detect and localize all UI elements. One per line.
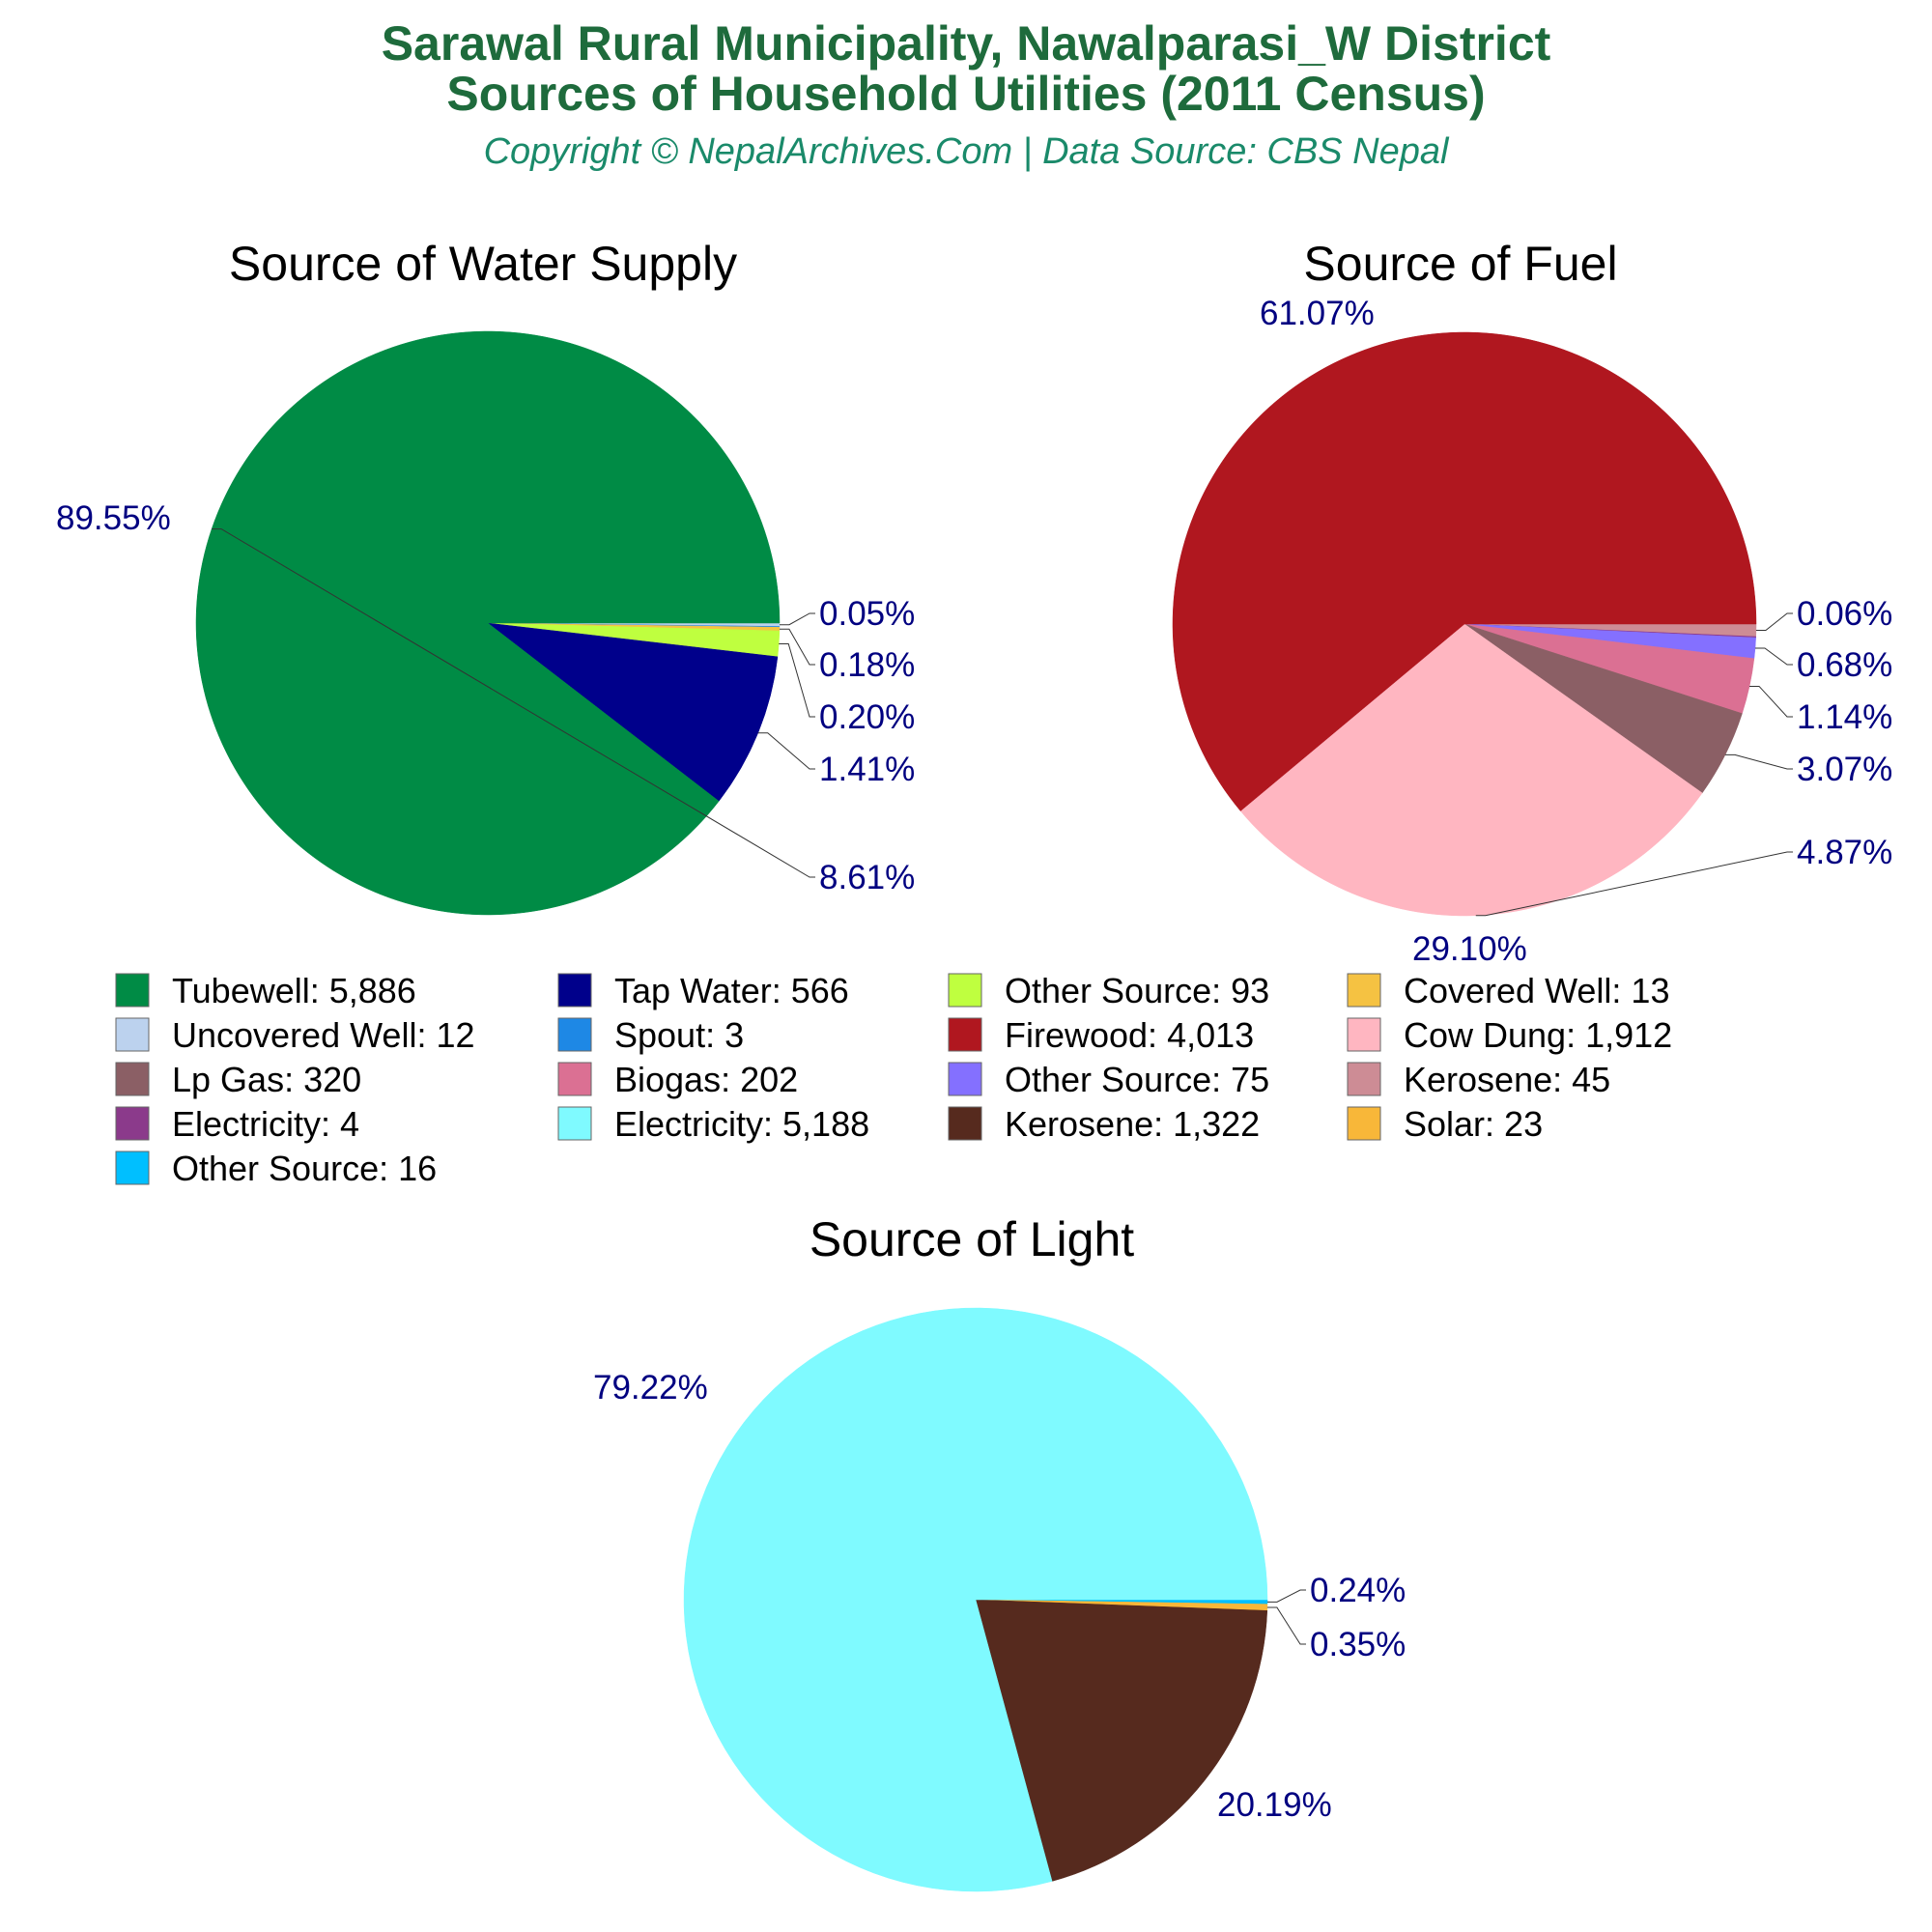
- leader-line: [1724, 753, 1793, 770]
- leader-line: [1755, 612, 1793, 631]
- chart-title: Source of Water Supply: [229, 237, 737, 291]
- pie-chart-2: Source of Fuel 0.06% 0.68% 1.14% 3.07% 4.87% 2…: [1172, 237, 1892, 968]
- legend-item: Tubewell: 5,886: [115, 971, 416, 1010]
- legend-item: Kerosene: 1,322: [948, 1104, 1260, 1144]
- percent-label: 20.19%: [1217, 1786, 1332, 1824]
- chart-title: Source of Fuel: [1303, 237, 1617, 291]
- legend-swatch: [115, 1151, 150, 1185]
- percent-label: 0.24%: [1310, 1572, 1406, 1609]
- pie-slice-tubewell: [195, 330, 781, 916]
- legend-label: Other Source: 75: [1005, 1060, 1269, 1099]
- percent-label: 0.06%: [1797, 595, 1892, 633]
- percent-label: 0.05%: [819, 595, 915, 633]
- leader-line: [1475, 851, 1793, 917]
- legend-item: Cow Dung: 1,912: [1347, 1015, 1672, 1055]
- legend-item: Firewood: 4,013: [948, 1015, 1254, 1055]
- chart-title: Source of Light: [810, 1212, 1134, 1266]
- pie-chart-1: Source of Water Supply 0.05% 0.18% 0.20% 1.4…: [56, 237, 915, 916]
- legend-item: Tap Water: 566: [557, 971, 849, 1010]
- leader-line: [779, 628, 815, 666]
- legend-swatch: [1347, 973, 1381, 1008]
- legend-swatch: [1347, 1062, 1381, 1096]
- legend-label: Other Source: 16: [172, 1149, 437, 1188]
- legend-swatch: [115, 1106, 150, 1141]
- percent-label: 0.18%: [819, 646, 915, 684]
- legend-swatch: [557, 1062, 592, 1096]
- legend-item: Solar: 23: [1347, 1104, 1543, 1144]
- percent-label: 8.61%: [819, 859, 915, 896]
- legend-label: Uncovered Well: 12: [172, 1015, 475, 1055]
- legend-swatch: [948, 973, 982, 1008]
- percent-label-major: 61.07%: [1260, 295, 1375, 332]
- percent-label: 1.14%: [1797, 698, 1892, 736]
- legend-label: Tubewell: 5,886: [172, 971, 416, 1010]
- legend-item: Electricity: 4: [115, 1104, 359, 1144]
- pie-slice-kerosene: [975, 1599, 1268, 1882]
- leader-line: [779, 612, 815, 626]
- leader-line: [757, 732, 815, 770]
- percent-label: 4.87%: [1797, 834, 1892, 871]
- legend-item: Other Source: 16: [115, 1149, 437, 1188]
- legend-label: Electricity: 5,188: [614, 1104, 869, 1144]
- legend-item: Electricity: 5,188: [557, 1104, 869, 1144]
- leader-line: [1266, 1589, 1306, 1603]
- legend-label: Kerosene: 1,322: [1005, 1104, 1260, 1144]
- legend-item: Spout: 3: [557, 1015, 744, 1055]
- legend-item: Other Source: 75: [948, 1060, 1269, 1099]
- percent-label: 0.20%: [819, 698, 915, 736]
- legend-label: Electricity: 4: [172, 1104, 359, 1144]
- pie-slice-electricity: [683, 1307, 1268, 1892]
- legend-label: Tap Water: 566: [614, 971, 849, 1010]
- percent-label: 0.68%: [1797, 646, 1892, 684]
- legend-label: Solar: 23: [1404, 1104, 1543, 1144]
- legend-item: Covered Well: 13: [1347, 971, 1669, 1010]
- legend-label: Biogas: 202: [614, 1060, 798, 1099]
- main-title-line-2: Sources of Household Utilities (2011 Cen…: [446, 67, 1486, 121]
- legend-label: Cow Dung: 1,912: [1404, 1015, 1672, 1055]
- leader-line: [779, 642, 815, 718]
- pie-chart-3: Source of Light 0.24% 0.35% 20.19% 79.22%: [593, 1212, 1406, 1892]
- percent-label: 0.35%: [1310, 1626, 1406, 1663]
- legend-item: Uncovered Well: 12: [115, 1015, 475, 1055]
- legend-label: Spout: 3: [614, 1015, 744, 1055]
- legend-swatch: [948, 1017, 982, 1052]
- legend-label: Lp Gas: 320: [172, 1060, 361, 1099]
- legend-item: Other Source: 93: [948, 971, 1269, 1010]
- legend-item: Kerosene: 45: [1347, 1060, 1610, 1099]
- percent-label-major: 79.22%: [593, 1369, 708, 1406]
- legend: Tubewell: 5,886 Tap Water: 566 Other Sourc…: [115, 971, 1672, 1188]
- legend-swatch: [1347, 1017, 1381, 1052]
- leader-line: [1266, 1606, 1306, 1645]
- copyright-note: Copyright © NepalArchives.Com | Data Sou…: [483, 131, 1449, 172]
- legend-label: Kerosene: 45: [1404, 1060, 1610, 1099]
- percent-label: 3.07%: [1797, 751, 1892, 788]
- legend-swatch: [557, 1017, 592, 1052]
- legend-swatch: [948, 1106, 982, 1141]
- leader-line: [1749, 685, 1793, 718]
- legend-swatch: [115, 1017, 150, 1052]
- percent-label: 1.41%: [819, 751, 915, 788]
- pie-slice-firewood: [1172, 331, 1757, 811]
- leader-line: [212, 528, 815, 878]
- leader-line: [1754, 647, 1793, 666]
- pie-slice-cow-dung: [1239, 623, 1703, 917]
- legend-swatch: [115, 973, 150, 1008]
- legend-swatch: [948, 1062, 982, 1096]
- legend-item: Lp Gas: 320: [115, 1060, 361, 1099]
- legend-swatch: [557, 1106, 592, 1141]
- legend-swatch: [557, 973, 592, 1008]
- percent-label-major: 89.55%: [56, 499, 171, 537]
- legend-swatch: [115, 1062, 150, 1096]
- legend-label: Firewood: 4,013: [1005, 1015, 1254, 1055]
- legend-item: Biogas: 202: [557, 1060, 798, 1099]
- legend-swatch: [1347, 1106, 1381, 1141]
- legend-label: Other Source: 93: [1005, 971, 1269, 1010]
- main-title-line-1: Sarawal Rural Municipality, Nawalparasi_…: [381, 16, 1551, 71]
- legend-label: Covered Well: 13: [1404, 971, 1669, 1010]
- percent-label: 29.10%: [1412, 930, 1527, 968]
